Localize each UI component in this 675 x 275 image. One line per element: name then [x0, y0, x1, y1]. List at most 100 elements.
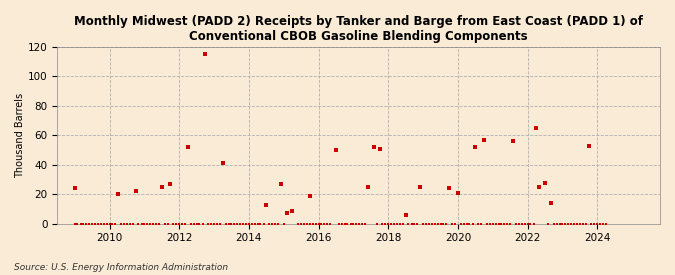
Point: [229, 222, 240, 226]
Point: [360, 222, 371, 226]
Point: [427, 222, 437, 226]
Point: [194, 222, 205, 226]
Point: [269, 222, 280, 226]
Point: [392, 222, 402, 226]
Point: [589, 222, 600, 226]
Point: [331, 148, 342, 152]
Point: [173, 222, 184, 226]
Point: [485, 222, 495, 226]
Point: [531, 126, 542, 130]
Point: [319, 222, 330, 226]
Point: [520, 222, 531, 226]
Point: [572, 222, 583, 226]
Point: [429, 222, 440, 226]
Point: [409, 222, 420, 226]
Point: [110, 222, 121, 226]
Point: [528, 222, 539, 226]
Point: [325, 222, 335, 226]
Point: [403, 222, 414, 226]
Point: [223, 222, 234, 226]
Point: [136, 222, 147, 226]
Point: [493, 222, 504, 226]
Point: [467, 222, 478, 226]
Point: [592, 222, 603, 226]
Point: [337, 222, 348, 226]
Point: [104, 222, 115, 226]
Point: [522, 222, 533, 226]
Point: [595, 222, 605, 226]
Point: [601, 222, 612, 226]
Point: [261, 202, 272, 207]
Point: [81, 222, 92, 226]
Point: [385, 222, 396, 226]
Point: [133, 222, 144, 226]
Point: [217, 161, 228, 166]
Point: [278, 222, 289, 226]
Point: [487, 222, 498, 226]
Point: [157, 185, 167, 189]
Point: [377, 222, 387, 226]
Point: [165, 182, 176, 186]
Point: [255, 222, 266, 226]
Point: [98, 222, 109, 226]
Point: [148, 222, 159, 226]
Point: [499, 222, 510, 226]
Text: Source: U.S. Energy Information Administration: Source: U.S. Energy Information Administ…: [14, 263, 227, 272]
Point: [368, 145, 379, 149]
Point: [418, 222, 429, 226]
Point: [470, 145, 481, 149]
Point: [539, 180, 550, 185]
Point: [563, 222, 574, 226]
Point: [316, 222, 327, 226]
Point: [574, 222, 585, 226]
Point: [275, 182, 286, 186]
Point: [322, 222, 333, 226]
Point: [119, 222, 130, 226]
Point: [481, 222, 492, 226]
Point: [560, 222, 570, 226]
Point: [545, 201, 556, 205]
Point: [333, 222, 344, 226]
Point: [241, 222, 252, 226]
Point: [432, 222, 443, 226]
Point: [406, 222, 417, 226]
Point: [211, 222, 222, 226]
Point: [252, 222, 263, 226]
Point: [548, 222, 559, 226]
Point: [139, 222, 150, 226]
Point: [394, 222, 405, 226]
Point: [476, 222, 487, 226]
Point: [568, 222, 579, 226]
Y-axis label: Thousand Barrels: Thousand Barrels: [15, 93, 25, 178]
Point: [273, 222, 284, 226]
Point: [249, 222, 260, 226]
Point: [154, 222, 165, 226]
Point: [180, 222, 190, 226]
Point: [566, 222, 576, 226]
Point: [502, 222, 513, 226]
Point: [461, 222, 472, 226]
Point: [151, 222, 161, 226]
Point: [374, 146, 385, 151]
Point: [337, 222, 348, 226]
Point: [490, 222, 501, 226]
Point: [458, 222, 469, 226]
Point: [543, 222, 554, 226]
Point: [162, 222, 173, 226]
Point: [90, 222, 101, 226]
Point: [371, 222, 382, 226]
Point: [421, 222, 431, 226]
Point: [398, 222, 408, 226]
Point: [145, 222, 156, 226]
Point: [525, 222, 536, 226]
Point: [464, 222, 475, 226]
Point: [298, 222, 309, 226]
Point: [171, 222, 182, 226]
Point: [551, 222, 562, 226]
Point: [583, 144, 594, 148]
Point: [354, 222, 364, 226]
Point: [356, 222, 367, 226]
Point: [508, 139, 518, 144]
Point: [505, 222, 516, 226]
Point: [186, 222, 196, 226]
